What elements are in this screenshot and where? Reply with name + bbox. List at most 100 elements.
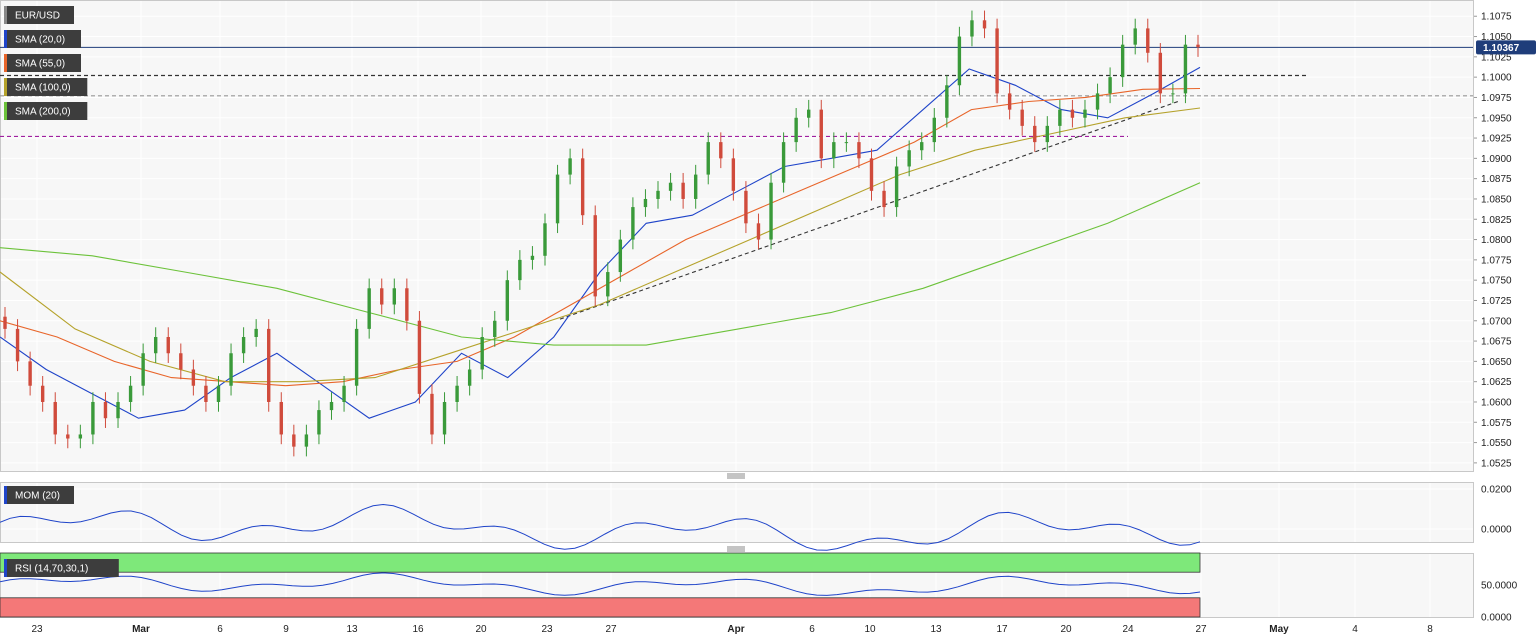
candle bbox=[405, 278, 409, 331]
candle-body bbox=[769, 182, 773, 240]
candle-body bbox=[3, 316, 7, 329]
price-tick-label: 1.0975 bbox=[1481, 93, 1512, 104]
candle bbox=[229, 343, 233, 396]
candle bbox=[932, 108, 936, 152]
x-tick-label: 4 bbox=[1352, 624, 1358, 635]
candle-body bbox=[229, 353, 233, 386]
rsi-tick-label: 50.0000 bbox=[1481, 581, 1518, 592]
candle bbox=[179, 343, 183, 380]
candle bbox=[1083, 99, 1087, 128]
candles bbox=[3, 10, 1200, 457]
candle-body bbox=[869, 158, 874, 191]
x-tick-label: 10 bbox=[864, 624, 876, 635]
candle bbox=[995, 18, 999, 104]
candle-body bbox=[618, 239, 623, 273]
candle-body bbox=[417, 320, 422, 394]
candle-body bbox=[731, 158, 736, 191]
candle-body bbox=[116, 401, 120, 419]
candle bbox=[480, 327, 484, 380]
candle bbox=[1070, 99, 1075, 128]
candle bbox=[342, 375, 346, 412]
candle-body bbox=[1171, 93, 1175, 95]
rsi-oversold-zone bbox=[0, 597, 1201, 618]
x-tick-label: 23 bbox=[31, 624, 43, 635]
rsi-label: RSI (14,70,30,1) bbox=[4, 559, 119, 577]
x-tick-label: Apr bbox=[727, 624, 744, 635]
candle-body bbox=[945, 85, 949, 118]
price-tick-label: 1.0925 bbox=[1481, 134, 1512, 145]
x-tick-label: 24 bbox=[1122, 624, 1134, 635]
candle bbox=[681, 172, 685, 209]
candle bbox=[3, 306, 7, 339]
rsi-label-box bbox=[4, 559, 119, 577]
candle-body bbox=[91, 401, 95, 435]
candle-body bbox=[756, 223, 761, 240]
price-tick-label: 1.0725 bbox=[1481, 296, 1512, 307]
symbol-label-accent bbox=[4, 6, 7, 24]
candle bbox=[1183, 34, 1188, 104]
price-tick-label: 1.0875 bbox=[1481, 174, 1512, 185]
candle bbox=[731, 148, 736, 201]
price-tick-label: 1.0700 bbox=[1481, 316, 1512, 327]
price-tick-label: 1.0600 bbox=[1481, 397, 1512, 408]
candle-body bbox=[719, 142, 723, 159]
symbol-label: EUR/USD bbox=[4, 6, 74, 24]
candle-body bbox=[631, 207, 635, 240]
candle bbox=[317, 400, 321, 445]
x-tick-label: 13 bbox=[346, 624, 358, 635]
candle-body bbox=[982, 20, 987, 29]
candle bbox=[116, 392, 120, 428]
x-tick-label: 9 bbox=[283, 624, 289, 635]
candle-body bbox=[593, 215, 597, 297]
main-price-pane: 1.1075 1.1050 1.1025 1.1000 1.0975 1.0950 1.09… bbox=[0, 0, 1536, 472]
candle-body bbox=[493, 320, 497, 338]
candle-body bbox=[216, 385, 221, 402]
candle bbox=[103, 392, 108, 428]
candle-body bbox=[781, 142, 786, 183]
candle-body bbox=[920, 142, 924, 151]
candle-body bbox=[1045, 125, 1050, 143]
candle bbox=[1020, 99, 1024, 136]
candle-body bbox=[857, 142, 861, 159]
candle-body bbox=[706, 142, 710, 175]
candle-body bbox=[1033, 125, 1037, 143]
candle bbox=[970, 10, 974, 47]
x-tick-label: 23 bbox=[541, 624, 553, 635]
x-tick-label: 6 bbox=[809, 624, 815, 635]
candle-body bbox=[179, 353, 183, 370]
x-tick-label: 8 bbox=[1427, 624, 1433, 635]
candle bbox=[442, 392, 447, 445]
candle bbox=[606, 262, 610, 307]
candle bbox=[430, 384, 434, 445]
candle bbox=[1196, 34, 1200, 57]
candle bbox=[1033, 116, 1037, 152]
candle bbox=[1120, 34, 1125, 87]
x-tick-label: 6 bbox=[217, 624, 223, 635]
price-tick-label: 1.1075 bbox=[1481, 12, 1512, 23]
price-tick-label: 1.0675 bbox=[1481, 337, 1512, 348]
candle-body bbox=[66, 434, 70, 439]
support-trendline bbox=[559, 100, 1179, 320]
sma20-label-box bbox=[4, 30, 81, 48]
sma20-label: SMA (20,0) bbox=[4, 30, 81, 48]
candle bbox=[367, 278, 371, 339]
sma55-label: SMA (55,0) bbox=[4, 54, 81, 72]
candle bbox=[191, 359, 196, 396]
sma-line-2 bbox=[0, 87, 1201, 387]
price-tick-label: 1.1025 bbox=[1481, 52, 1512, 63]
candle-body bbox=[329, 401, 334, 411]
candle bbox=[128, 375, 133, 412]
candle-body bbox=[103, 401, 108, 419]
candle-body bbox=[1108, 77, 1112, 94]
candle-body bbox=[28, 361, 32, 386]
candle bbox=[857, 132, 861, 169]
candle-body bbox=[267, 328, 271, 402]
candle bbox=[568, 148, 572, 185]
sma-line-4 bbox=[0, 182, 1201, 346]
candle bbox=[844, 132, 849, 152]
candle bbox=[719, 132, 723, 169]
x-tick-label: May bbox=[1269, 624, 1289, 635]
sma200-label-box bbox=[4, 102, 88, 120]
mom-label-text: MOM (20) bbox=[15, 491, 60, 502]
candle bbox=[957, 26, 962, 96]
